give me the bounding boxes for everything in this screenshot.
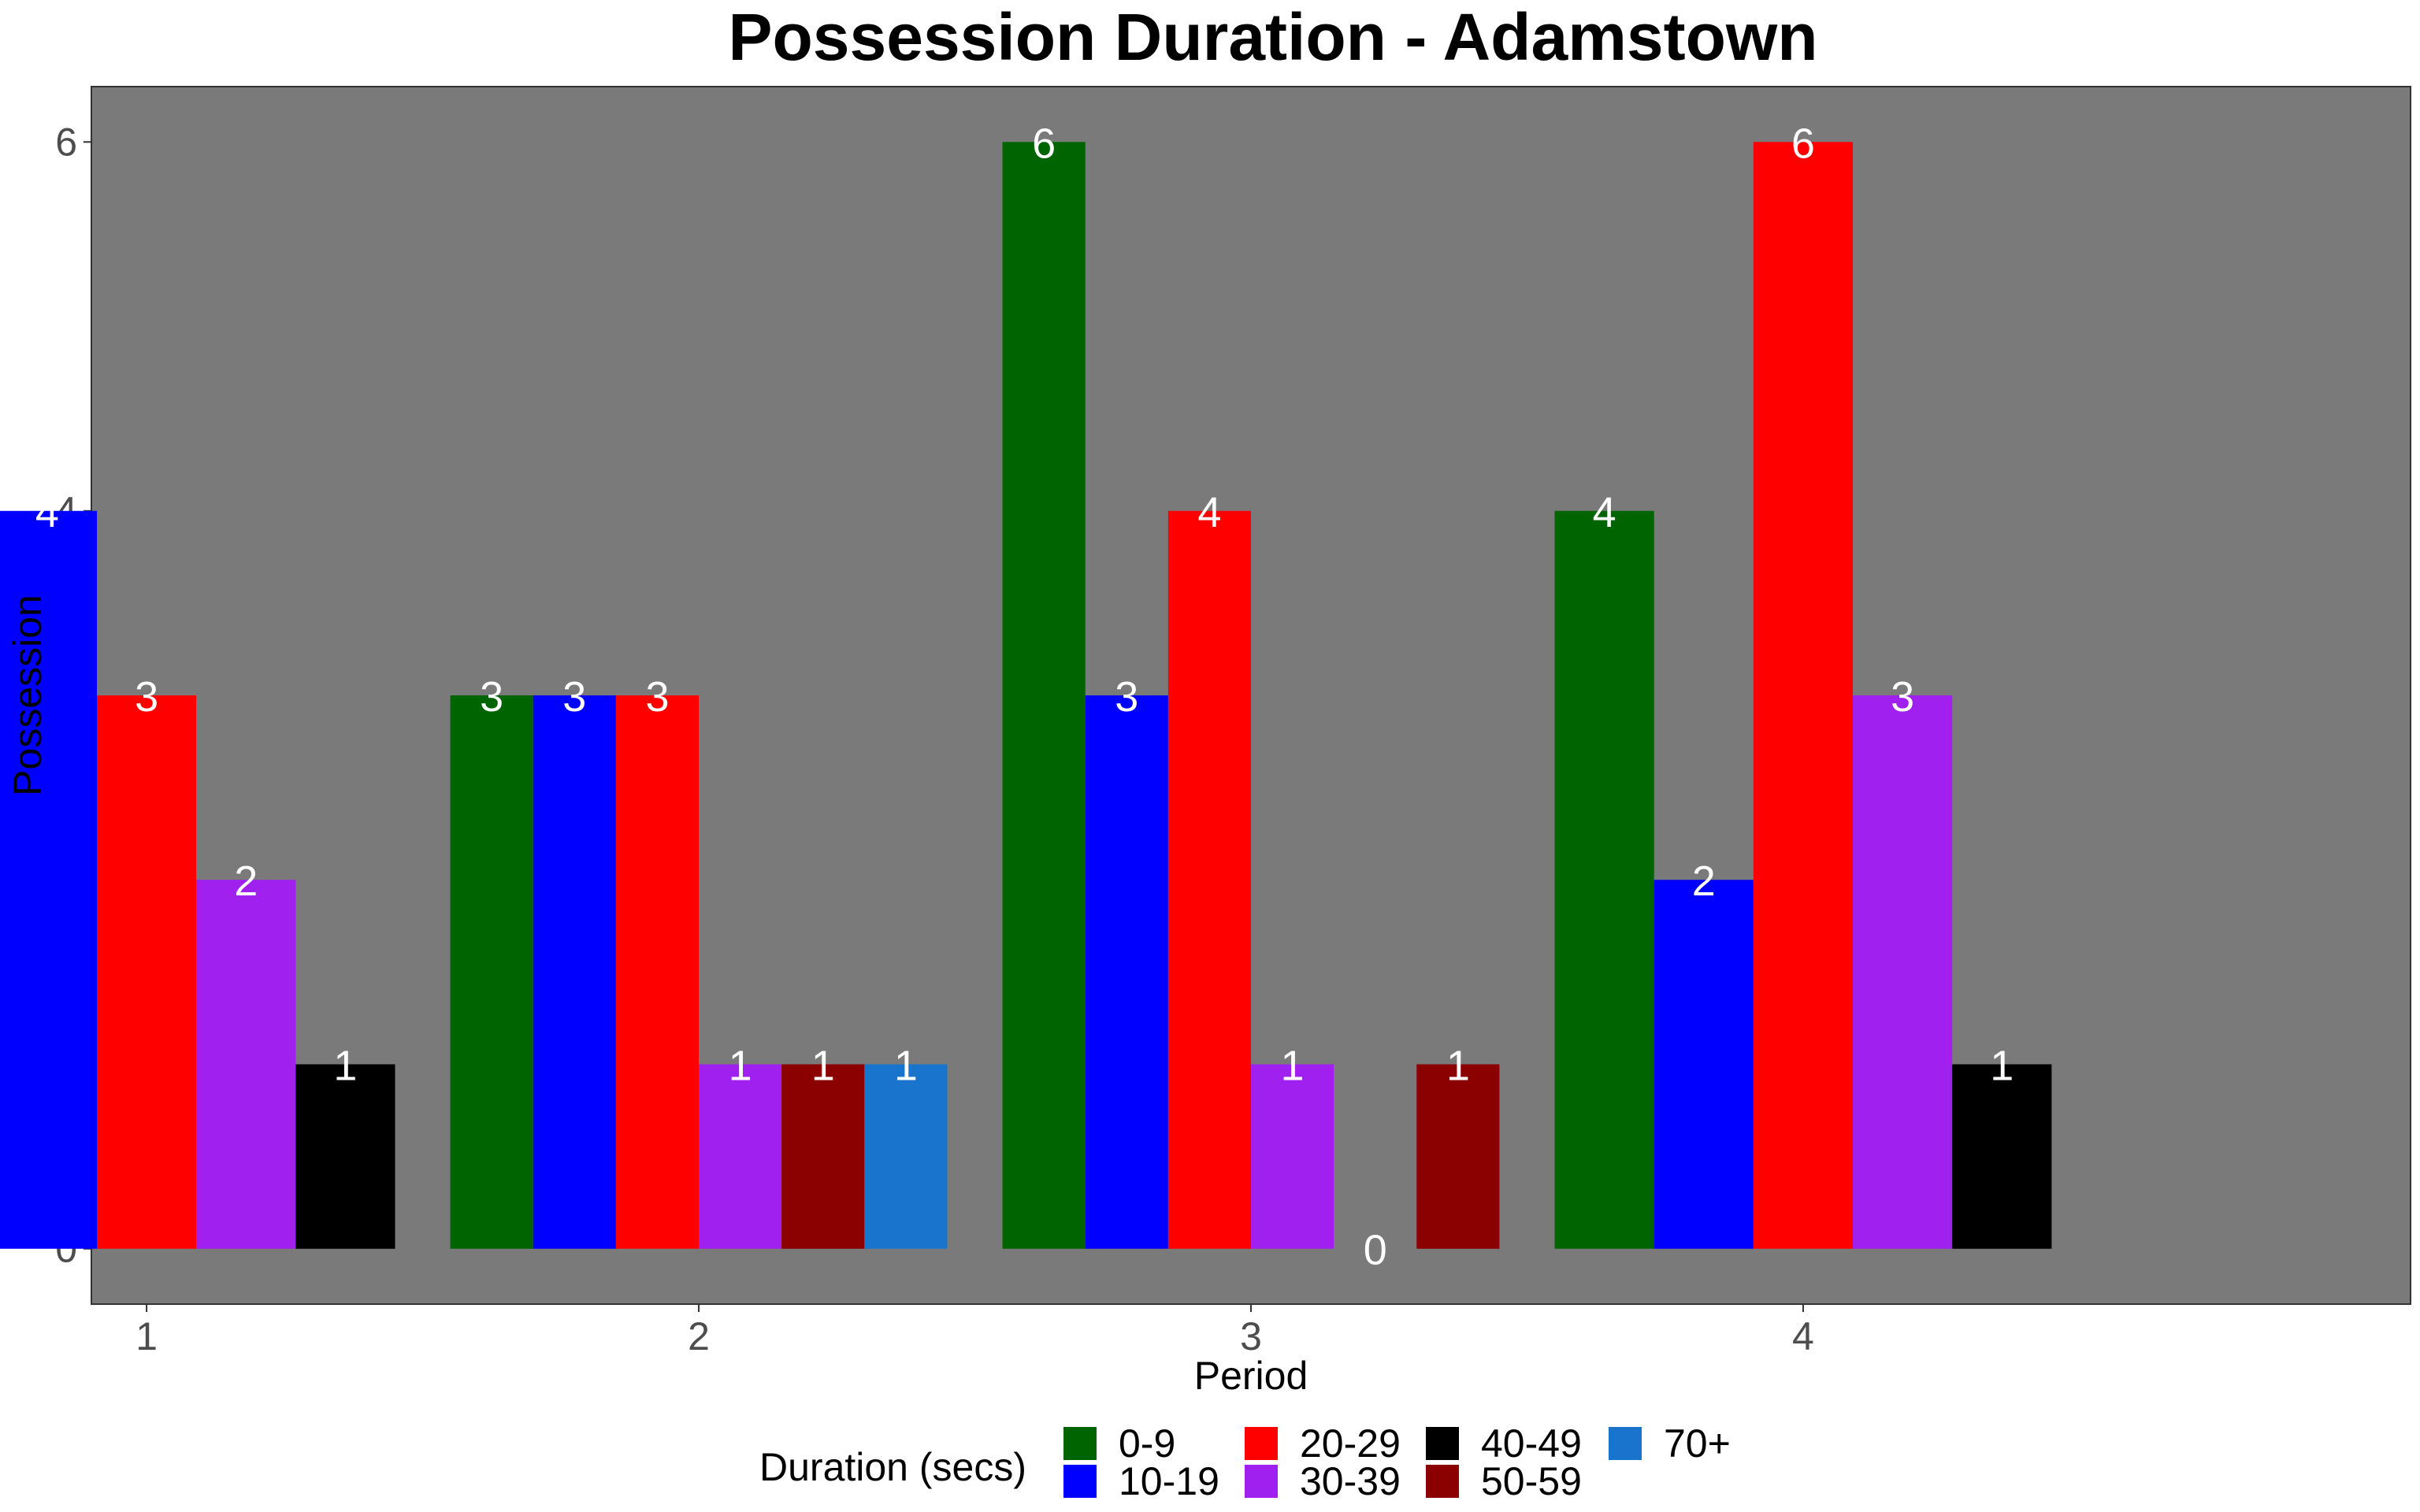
bar xyxy=(1952,1064,2052,1249)
y-tick-label: 6 xyxy=(55,120,77,164)
bar-value-label: 1 xyxy=(894,1042,918,1089)
bar xyxy=(615,695,700,1249)
bar-value-label: 4 xyxy=(35,489,59,536)
bar xyxy=(450,695,533,1249)
bar xyxy=(97,695,197,1249)
bar xyxy=(196,880,296,1249)
bar xyxy=(1251,1064,1334,1249)
data-labels-group: 3432133311163410142631 xyxy=(35,120,2014,1274)
legend-swatch xyxy=(1609,1427,1642,1460)
legend-swatch xyxy=(1426,1465,1459,1498)
bar-value-label: 2 xyxy=(234,858,258,905)
bar-value-label: 2 xyxy=(1692,858,1716,905)
bar xyxy=(1554,510,1654,1249)
bar-value-label: 1 xyxy=(811,1042,835,1089)
bar xyxy=(1085,695,1168,1249)
bar-value-label: 1 xyxy=(1446,1042,1470,1089)
legend-swatch xyxy=(1063,1427,1097,1460)
bar-value-label: 1 xyxy=(729,1042,752,1089)
bar xyxy=(1002,142,1086,1249)
bar xyxy=(1654,880,1754,1249)
y-axis-title: Possession xyxy=(6,595,50,796)
bar xyxy=(864,1064,948,1249)
x-axis-title: Period xyxy=(1194,1354,1308,1398)
bar-value-label: 4 xyxy=(1197,489,1221,536)
bar xyxy=(1167,510,1251,1249)
bar xyxy=(295,1064,395,1249)
bar-value-label: 6 xyxy=(1791,120,1815,167)
bar-value-label: 1 xyxy=(333,1042,357,1089)
x-axis: 1 2 3 4 xyxy=(135,1304,1814,1358)
bar xyxy=(533,695,616,1249)
bar-value-label: 3 xyxy=(135,673,158,721)
bar-value-label: 6 xyxy=(1032,120,1056,167)
legend-label: 70+ xyxy=(1664,1421,1731,1466)
bar-value-label: 1 xyxy=(1990,1042,2014,1089)
bar xyxy=(699,1064,782,1249)
bar-value-label: 3 xyxy=(480,673,503,721)
bar-value-label: 3 xyxy=(1115,673,1138,721)
chart-title: Possession Duration - Adamstown xyxy=(728,0,1817,74)
bar-value-label: 3 xyxy=(1891,673,1914,721)
legend-swatch xyxy=(1245,1427,1278,1460)
bar xyxy=(1416,1064,1500,1249)
bar-value-label: 3 xyxy=(562,673,586,721)
legend-swatch xyxy=(1063,1465,1097,1498)
legend-label: 20-29 xyxy=(1300,1421,1401,1466)
legend-swatch xyxy=(1426,1427,1459,1460)
legend-label: 30-39 xyxy=(1300,1459,1401,1503)
x-tick-label: 2 xyxy=(688,1314,710,1358)
legend-label: 40-49 xyxy=(1481,1421,1582,1466)
x-tick-label: 3 xyxy=(1240,1314,1262,1358)
bar xyxy=(0,510,98,1249)
bar-value-label: 0 xyxy=(1364,1227,1387,1274)
bar xyxy=(1853,695,1953,1249)
bar-value-label: 1 xyxy=(1281,1042,1305,1089)
legend-label: 50-59 xyxy=(1481,1459,1582,1503)
bar-value-label: 3 xyxy=(645,673,669,721)
x-tick-label: 1 xyxy=(135,1314,158,1358)
bar xyxy=(1753,142,1854,1249)
legend-label: 10-19 xyxy=(1119,1459,1219,1503)
x-tick-label: 4 xyxy=(1792,1314,1814,1358)
bar-value-label: 4 xyxy=(1593,489,1616,536)
bar xyxy=(781,1064,865,1249)
bars-group xyxy=(0,142,2052,1249)
legend-label: 0-9 xyxy=(1119,1421,1175,1466)
legend-swatch xyxy=(1245,1465,1278,1498)
legend-title: Duration (secs) xyxy=(759,1445,1026,1489)
